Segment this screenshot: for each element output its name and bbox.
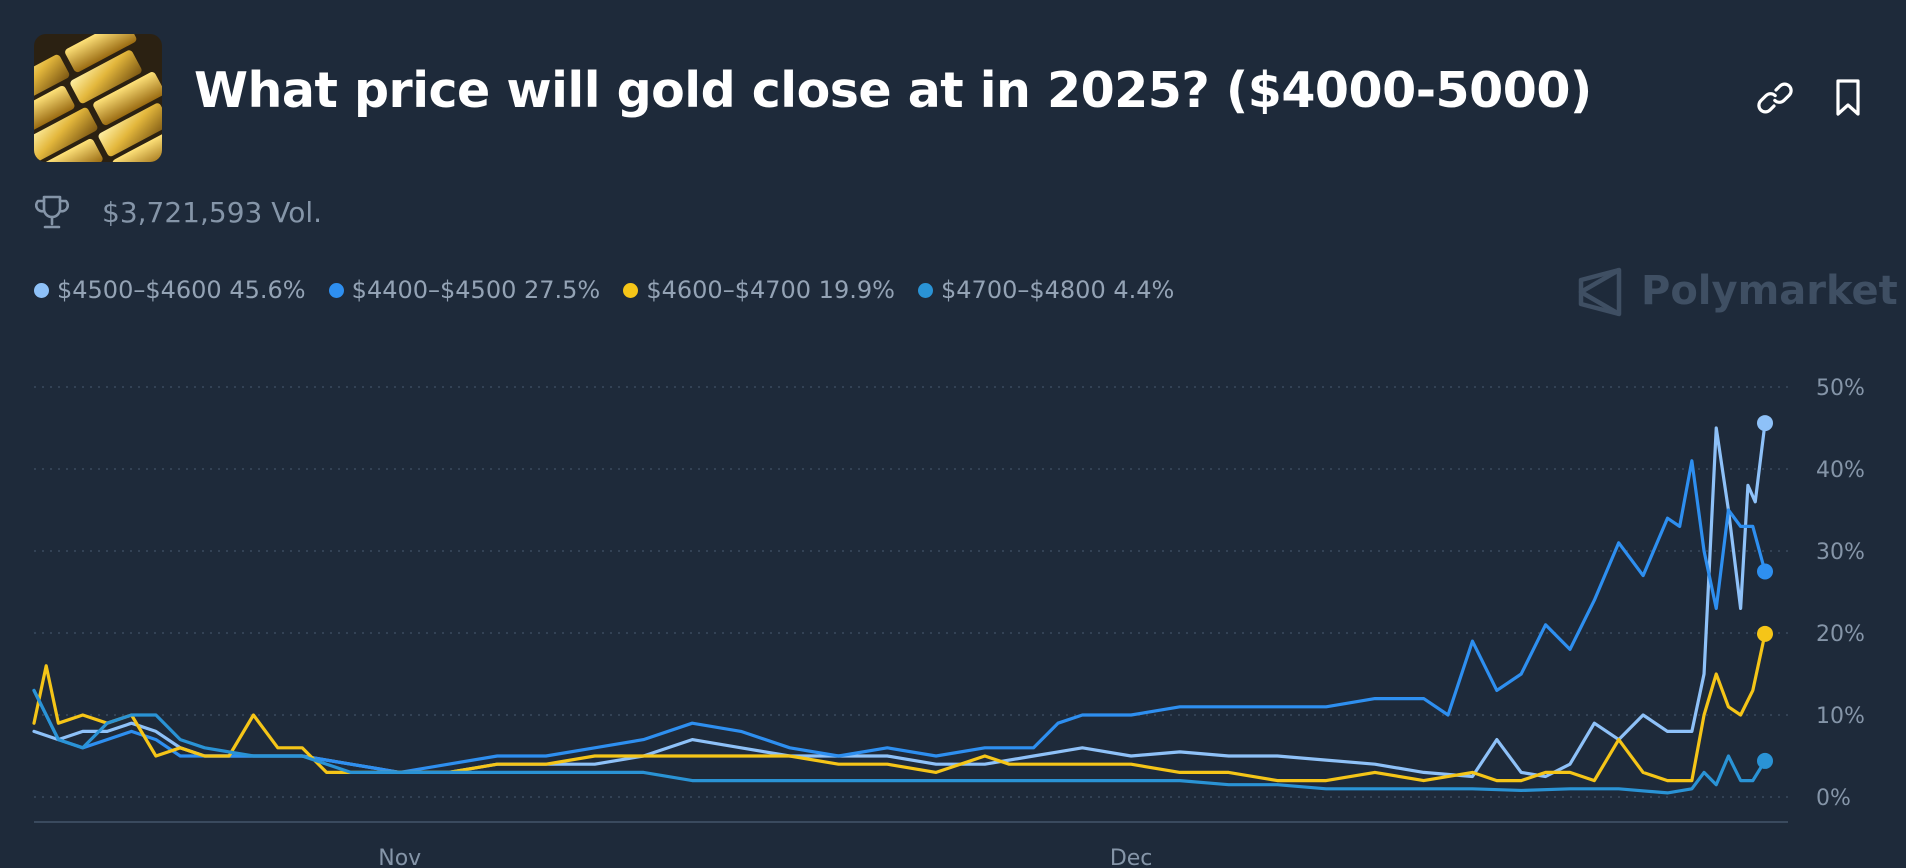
y-tick-label: 0%	[1816, 786, 1851, 811]
legend-item[interactable]: $4400–$4500 27.5%	[328, 276, 601, 304]
y-tick-label: 40%	[1816, 458, 1865, 483]
legend-dot	[328, 282, 344, 298]
legend-dot	[623, 282, 639, 298]
legend-label: $4500–$4600 45.6%	[57, 276, 306, 304]
y-tick-label: 50%	[1816, 376, 1865, 401]
y-tick-label: 10%	[1816, 704, 1865, 729]
legend-label: $4700–$4800 4.4%	[941, 276, 1175, 304]
legend-item[interactable]: $4700–$4800 4.4%	[918, 276, 1174, 304]
legend-label: $4600–$4700 19.9%	[646, 276, 895, 304]
series-line	[32, 632, 1767, 783]
legend-item[interactable]: $4500–$4600 45.6%	[34, 276, 306, 304]
polymarket-watermark: Polymarket	[1576, 264, 1898, 320]
market-thumbnail	[34, 34, 162, 162]
legend-dot	[918, 282, 934, 298]
page-title: What price will gold close at in 2025? (…	[194, 62, 1592, 119]
chart-legend: $4500–$4600 45.6% $4400–$4500 27.5% $460…	[34, 276, 1192, 308]
series-end-point	[1757, 752, 1773, 769]
bookmark-icon	[1836, 79, 1860, 116]
bookmark-button[interactable]	[1829, 76, 1869, 120]
price-chart: 0% 10% 20% 30% 40% 50% Nov Dec	[32, 376, 1865, 868]
x-tick-label: Nov	[378, 846, 421, 868]
series-line	[32, 459, 1767, 774]
y-tick-label: 30%	[1816, 540, 1865, 565]
link-icon	[1757, 82, 1793, 114]
series-end-point	[1757, 415, 1773, 432]
series-line	[32, 688, 1767, 795]
gold-bars-image	[34, 34, 162, 162]
legend-dot	[34, 282, 49, 298]
link-button[interactable]	[1755, 76, 1795, 120]
brand-name: Polymarket	[1641, 268, 1898, 314]
polymarket-logo-icon	[1578, 267, 1622, 317]
legend-item[interactable]: $4600–$4700 19.9%	[623, 276, 895, 304]
trophy-icon	[34, 195, 70, 229]
series-end-point	[1757, 625, 1773, 642]
x-tick-label: Dec	[1110, 846, 1153, 868]
y-tick-label: 20%	[1816, 622, 1865, 647]
volume-text: $3,721,593 Vol.	[102, 196, 323, 229]
volume-row: $3,721,593 Vol.	[34, 192, 322, 236]
legend-label: $4400–$4500 27.5%	[351, 276, 601, 304]
series-end-point	[1757, 563, 1773, 580]
series-line	[32, 421, 1767, 779]
